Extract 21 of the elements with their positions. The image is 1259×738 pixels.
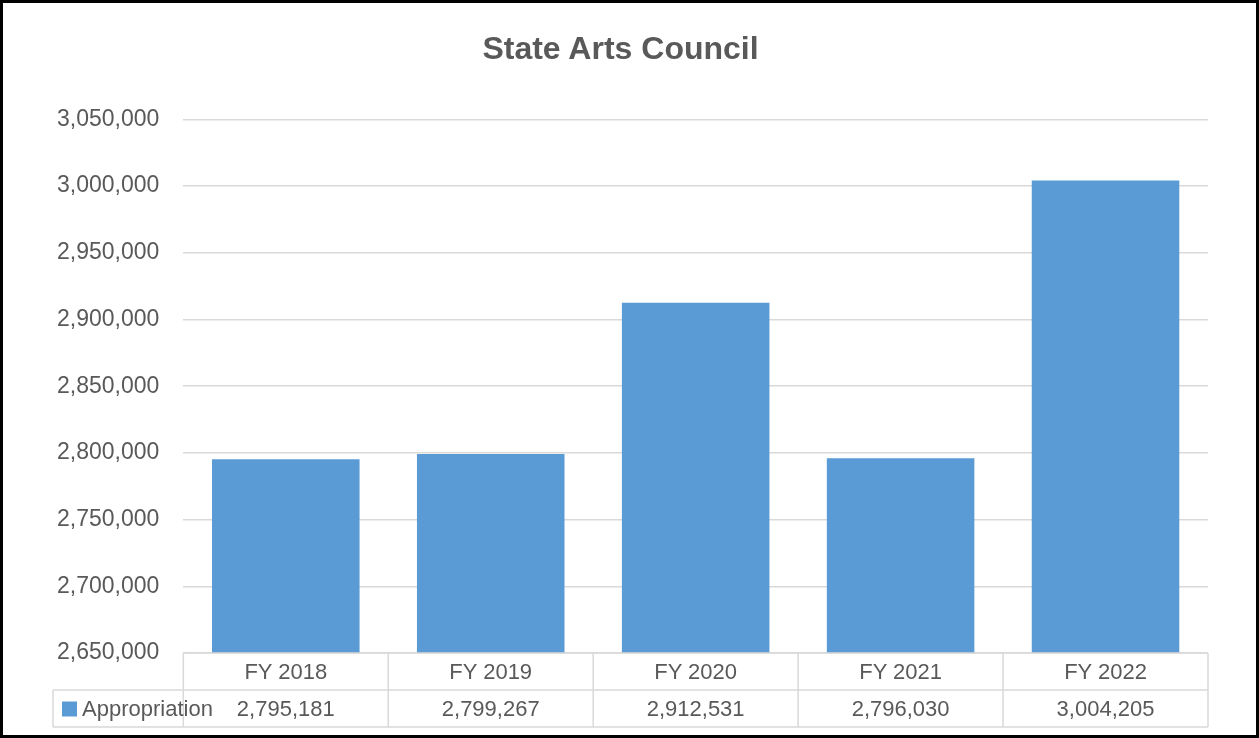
y-tick-label: 2,950,000 [56,238,160,265]
x-tick-label: FY 2019 [449,658,533,684]
data-label: 2,799,267 [441,695,540,721]
chart-title: State Arts Council [482,30,759,67]
x-tick-label: FY 2022 [1064,658,1147,684]
y-tick-label: 3,000,000 [56,171,160,198]
y-tick-label: 2,750,000 [56,504,160,531]
legend-label: Appropriation [82,695,213,721]
y-tick-label: 2,800,000 [56,438,160,465]
y-tick-label: 2,850,000 [56,371,160,398]
y-tick-label: 2,900,000 [56,304,160,331]
data-label: 3,004,205 [1056,695,1155,721]
y-tick-label: 2,650,000 [56,638,160,665]
data-label: 2,796,030 [851,695,950,721]
y-tick-label: 3,050,000 [56,104,160,131]
y-tick-label: 2,700,000 [56,571,160,598]
x-tick-label: FY 2018 [244,658,328,684]
x-tick-label: FY 2021 [859,658,942,684]
data-label: 2,912,531 [646,695,745,721]
x-tick-label: FY 2020 [654,658,738,684]
data-label: 2,795,181 [236,695,335,721]
